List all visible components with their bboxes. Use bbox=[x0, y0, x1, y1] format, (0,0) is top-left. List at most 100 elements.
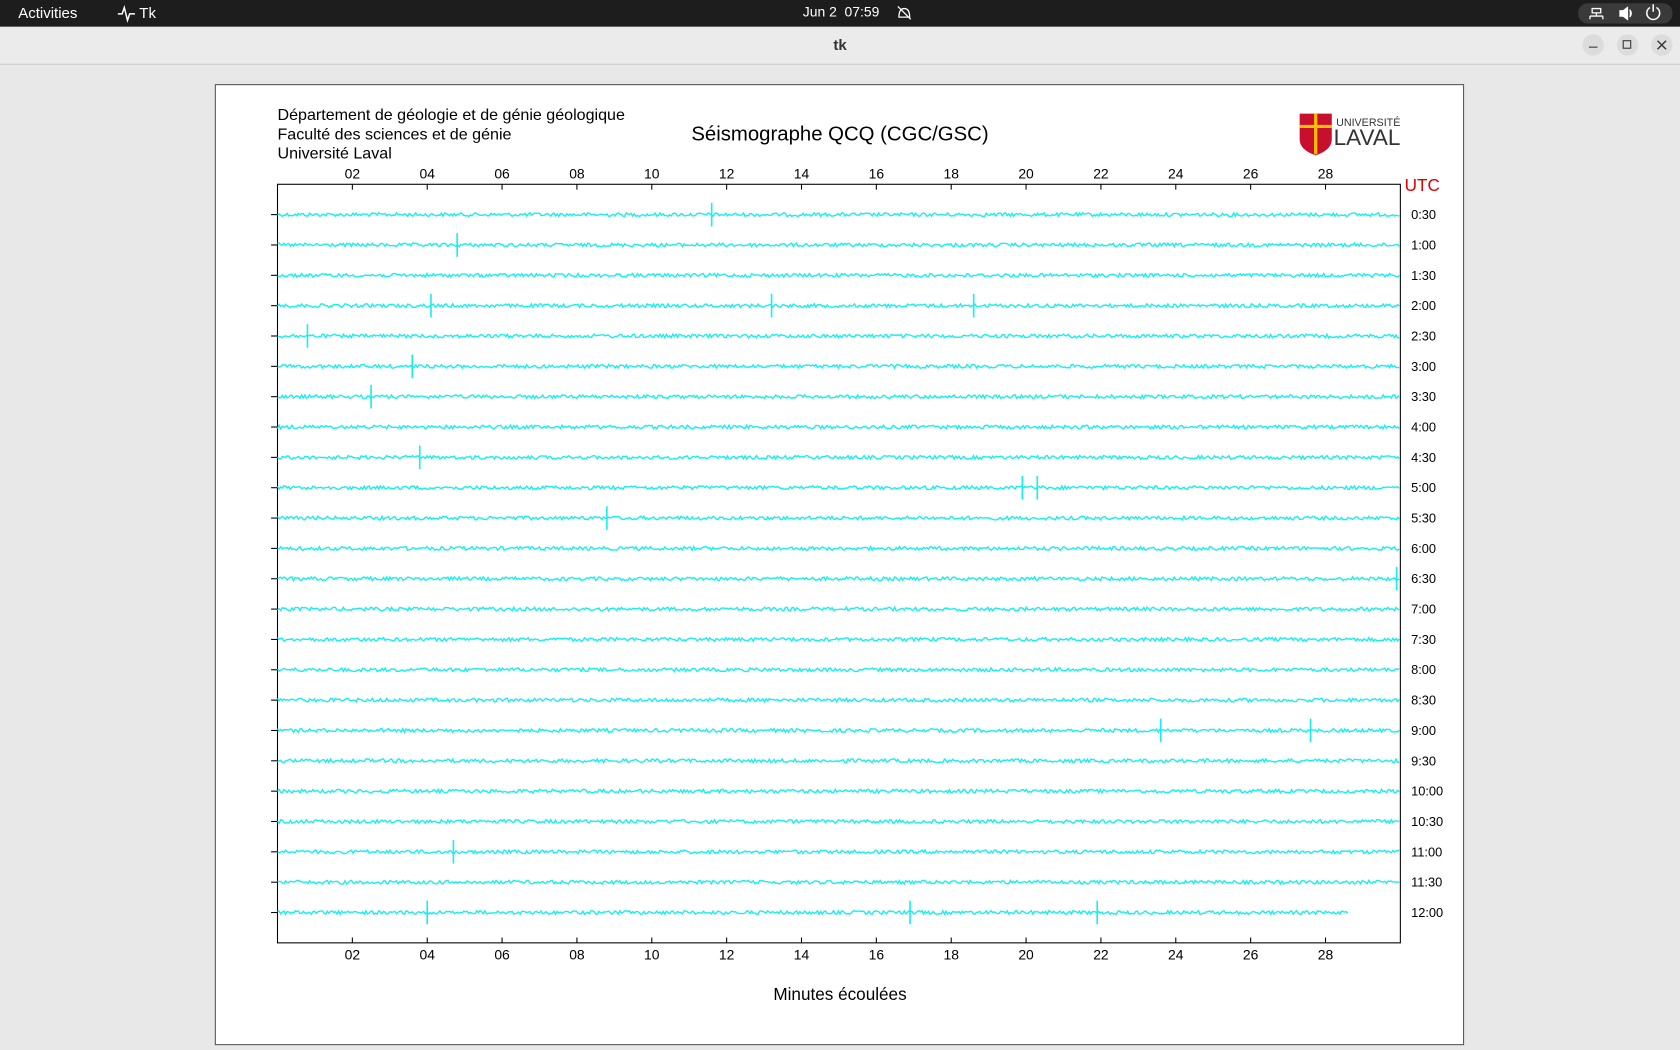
row-label: 1:00 bbox=[1411, 237, 1436, 252]
logo-cross bbox=[1299, 113, 1332, 155]
row-label: 2:30 bbox=[1411, 328, 1436, 343]
maximize-button[interactable] bbox=[1616, 34, 1639, 56]
x-tick-label: 06 bbox=[494, 946, 510, 962]
x-tick-label: 28 bbox=[1318, 165, 1334, 181]
row-label: 11:30 bbox=[1411, 875, 1442, 890]
x-tick-label: 24 bbox=[1168, 946, 1184, 962]
row-label: 9:00 bbox=[1411, 723, 1436, 738]
row-label: 0:30 bbox=[1411, 207, 1436, 222]
utc-label: UTC bbox=[1405, 175, 1440, 195]
header-line: Université Laval bbox=[278, 145, 392, 163]
trace bbox=[277, 605, 1400, 613]
x-tick-label: 22 bbox=[1093, 946, 1109, 962]
header-line: Département de géologie et de génie géol… bbox=[278, 106, 625, 124]
row-label: 5:00 bbox=[1411, 480, 1436, 495]
logo-text-bottom: LAVAL bbox=[1334, 125, 1401, 150]
volume-icon bbox=[1619, 6, 1632, 21]
x-tick-label: 12 bbox=[719, 946, 735, 962]
trace bbox=[276, 726, 1400, 734]
canvas bbox=[214, 84, 1465, 1046]
app-icon bbox=[117, 4, 135, 24]
x-tick-label: 20 bbox=[1018, 165, 1034, 181]
title-bar bbox=[0, 26, 1680, 65]
trace bbox=[276, 636, 1400, 643]
x-tick-label: 16 bbox=[869, 165, 885, 181]
trace bbox=[277, 575, 1400, 583]
clock[interactable]: Jun 2 07:59 bbox=[803, 4, 880, 20]
trace bbox=[276, 484, 1400, 492]
x-tick-label: 04 bbox=[419, 946, 435, 962]
trace bbox=[276, 302, 1400, 309]
trace bbox=[276, 423, 1400, 431]
row-label: 7:00 bbox=[1411, 602, 1436, 617]
row-label: 6:30 bbox=[1411, 571, 1436, 586]
x-tick-label: 04 bbox=[419, 165, 435, 181]
x-tick-label: 18 bbox=[943, 946, 959, 962]
chart-title: Séismographe QCQ (CGC/GSC) bbox=[691, 123, 988, 145]
row-label: 4:00 bbox=[1411, 419, 1436, 434]
x-axis-title: Minutes écoulées bbox=[773, 984, 906, 1004]
row-label: 3:00 bbox=[1411, 359, 1436, 374]
top-bar bbox=[0, 0, 1680, 27]
network-icon bbox=[1589, 7, 1604, 20]
close-glyph bbox=[1657, 40, 1667, 50]
trace bbox=[276, 666, 1400, 673]
x-tick-label: 26 bbox=[1243, 165, 1259, 181]
row-label: 7:30 bbox=[1411, 632, 1436, 647]
x-tick-label: 24 bbox=[1168, 165, 1184, 181]
trace bbox=[277, 848, 1400, 856]
row-label: 8:00 bbox=[1411, 662, 1436, 677]
x-tick-label: 18 bbox=[943, 165, 959, 181]
x-tick-label: 26 bbox=[1243, 946, 1259, 962]
row-label: 10:00 bbox=[1411, 784, 1443, 799]
x-tick-label: 22 bbox=[1093, 165, 1109, 181]
trace bbox=[276, 696, 1400, 704]
trace bbox=[277, 332, 1400, 340]
logo-text-top: UNIVERSITÉ bbox=[1336, 116, 1400, 129]
x-tick-label: 06 bbox=[494, 165, 510, 181]
notification-icon bbox=[897, 5, 912, 20]
header-line: Faculté des sciences et de génie bbox=[278, 125, 512, 143]
trace bbox=[277, 544, 1400, 552]
x-tick-label: 14 bbox=[794, 946, 810, 962]
x-tick-label: 08 bbox=[569, 946, 585, 962]
trace bbox=[276, 514, 1400, 522]
trace bbox=[277, 909, 1349, 916]
row-label: 2:00 bbox=[1411, 298, 1436, 313]
activities-button[interactable]: Activities bbox=[18, 5, 77, 22]
x-tick-label: 12 bbox=[719, 165, 735, 181]
row-label: 4:30 bbox=[1411, 450, 1436, 465]
x-tick-label: 10 bbox=[644, 165, 660, 181]
minimize-button[interactable] bbox=[1582, 34, 1604, 56]
x-tick-label: 02 bbox=[345, 165, 361, 181]
row-label: 11:00 bbox=[1411, 844, 1442, 859]
x-tick-label: 14 bbox=[794, 165, 810, 181]
x-tick-label: 08 bbox=[569, 165, 585, 181]
row-label: 12:00 bbox=[1411, 905, 1443, 920]
x-tick-label: 28 bbox=[1318, 946, 1334, 962]
plot: 02 02 04 04 06 06 08 08 10 10 12 12 14 14 16 16 18 18 20 20… bbox=[271, 165, 1443, 962]
row-label: 8:30 bbox=[1411, 693, 1436, 708]
app-menu[interactable]: Tk bbox=[139, 5, 156, 22]
plot-frame bbox=[276, 183, 1401, 944]
trace bbox=[277, 393, 1400, 401]
row-label: 10:30 bbox=[1411, 814, 1443, 829]
trace bbox=[277, 241, 1400, 249]
power-icon bbox=[1646, 4, 1661, 21]
row-label: 9:30 bbox=[1411, 753, 1436, 768]
trace bbox=[277, 454, 1400, 461]
trace bbox=[277, 363, 1400, 370]
x-tick-label: 10 bbox=[644, 946, 660, 962]
row-label: 5:30 bbox=[1411, 511, 1436, 526]
trace bbox=[276, 818, 1400, 825]
trace bbox=[277, 211, 1400, 218]
trace bbox=[276, 787, 1400, 795]
trace bbox=[277, 271, 1400, 279]
maximize-glyph bbox=[1622, 40, 1632, 49]
trace bbox=[277, 878, 1400, 886]
row-label: 3:30 bbox=[1411, 389, 1436, 404]
x-tick-label: 16 bbox=[869, 946, 885, 962]
trace bbox=[277, 757, 1400, 765]
